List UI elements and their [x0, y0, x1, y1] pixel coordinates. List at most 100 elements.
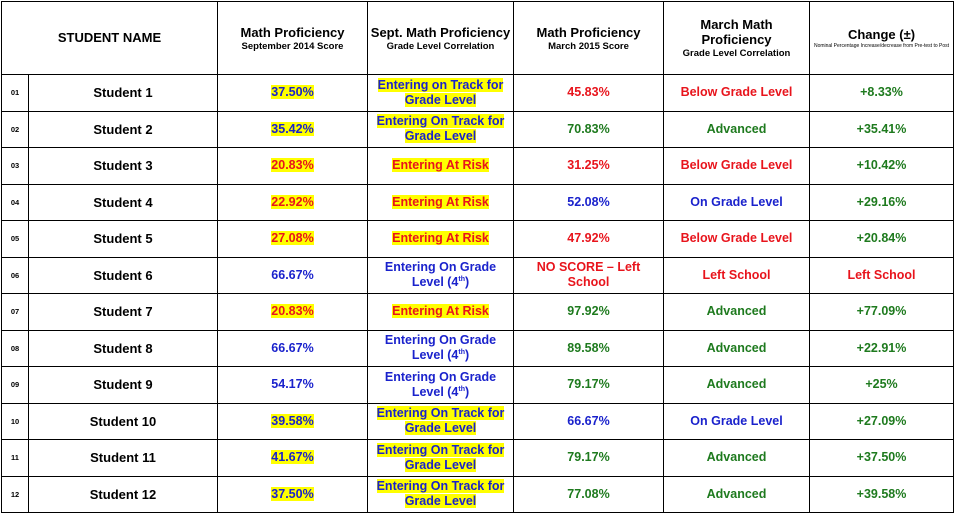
march-correlation: Below Grade Level — [680, 231, 793, 246]
sept-score: 22.92% — [271, 194, 314, 209]
table-row: 04 Student 4 22.92% Entering At Risk 52.08% O… — [1, 183, 954, 221]
row-number: 04 — [1, 183, 29, 221]
row-number: 11 — [1, 439, 29, 477]
change-value: +27.09% — [856, 413, 907, 428]
header-change-sub: Nominal Percentage Increase/decrease fro… — [813, 43, 950, 49]
sept-score-cell: 66.67% — [217, 329, 368, 367]
row-number: 12 — [1, 475, 29, 513]
sept-correlation-tail: ) — [465, 275, 470, 290]
header-sept-correlation-sub: Grade Level Correlation — [386, 40, 495, 52]
march-correlation-cell: Below Grade Level — [663, 147, 810, 185]
sept-correlation-cell: Entering On Track for Grade Level — [367, 110, 514, 148]
march-correlation: Advanced — [706, 450, 767, 465]
sept-correlation: Entering At Risk — [392, 158, 489, 173]
change-value: +8.33% — [860, 85, 903, 100]
sept-correlation: Entering On Track for Grade Level — [376, 406, 505, 436]
sept-correlation-cell: Entering On Track for Grade Level — [367, 402, 514, 440]
row-number: 10 — [1, 402, 29, 440]
sept-correlation: Entering At Risk — [392, 231, 489, 246]
header-sept-score: Math Proficiency September 2014 Score — [217, 1, 368, 75]
sept-score: 35.42% — [271, 121, 314, 136]
table-row: 01 Student 1 37.50% Entering on Track for G… — [1, 74, 954, 112]
change-value: +20.84% — [856, 231, 907, 246]
sept-correlation-tail: ) — [465, 348, 470, 363]
sept-correlation-text: Entering On Track for Grade Level — [376, 479, 505, 509]
change-value: +22.91% — [856, 340, 907, 355]
sept-score-cell: 54.17% — [217, 366, 368, 404]
march-score: 70.83% — [567, 121, 610, 136]
ordinal-suffix: th — [458, 385, 465, 393]
march-score: 66.67% — [567, 413, 610, 428]
header-sept-correlation: Sept. Math Proficiency Grade Level Corre… — [367, 1, 514, 75]
march-correlation-cell: On Grade Level — [663, 402, 810, 440]
change-value: +77.09% — [856, 304, 907, 319]
sept-correlation-cell: Entering At Risk — [367, 220, 514, 258]
march-correlation-cell: On Grade Level — [663, 183, 810, 221]
march-correlation: Advanced — [706, 377, 767, 392]
table-row: 09 Student 9 54.17% Entering On Grade Level… — [1, 366, 954, 404]
row-number: 01 — [1, 74, 29, 112]
header-march-score-title: Math Proficiency — [536, 24, 641, 40]
row-number: 06 — [1, 256, 29, 294]
row-number: 05 — [1, 220, 29, 258]
student-name: Student 4 — [28, 183, 218, 221]
sept-correlation-text: Entering At Risk — [392, 304, 489, 319]
change-value: +35.41% — [856, 121, 907, 136]
student-name: Student 10 — [28, 402, 218, 440]
change-cell: +25% — [809, 366, 954, 404]
change-cell: +8.33% — [809, 74, 954, 112]
march-correlation-cell: Left School — [663, 256, 810, 294]
sept-correlation: Entering On Track for Grade Level — [376, 479, 505, 509]
sept-correlation-cell: Entering At Risk — [367, 293, 514, 331]
march-score: NO SCORE – Left School — [536, 260, 641, 290]
march-correlation: Below Grade Level — [680, 85, 793, 100]
sept-score: 39.58% — [271, 413, 314, 428]
sept-correlation-cell: Entering At Risk — [367, 147, 514, 185]
sept-correlation-cell: Entering On Grade Level (4th) — [367, 329, 514, 367]
sept-score-cell: 20.83% — [217, 293, 368, 331]
march-score-cell: 66.67% — [513, 402, 664, 440]
march-correlation-cell: Advanced — [663, 293, 810, 331]
student-name: Student 9 — [28, 366, 218, 404]
sept-score-cell: 27.08% — [217, 220, 368, 258]
sept-correlation-text: Entering On Track for Grade Level — [376, 114, 505, 144]
sept-correlation-text: Entering At Risk — [392, 194, 489, 209]
header-sept-score-title: Math Proficiency — [240, 24, 345, 40]
table-row: 08 Student 8 66.67% Entering On Grade Level… — [1, 329, 954, 367]
sept-correlation-text: Entering On Track for Grade Level — [376, 406, 505, 436]
march-score: 79.17% — [567, 450, 610, 465]
march-score-cell: 97.92% — [513, 293, 664, 331]
march-score: 97.92% — [567, 304, 610, 319]
sept-score: 20.83% — [271, 304, 314, 319]
sept-correlation-text: Entering On Grade Level (4 — [384, 369, 497, 399]
march-correlation: Left School — [702, 267, 771, 282]
change-cell: +27.09% — [809, 402, 954, 440]
march-correlation: On Grade Level — [690, 413, 783, 428]
sept-correlation-cell: Entering On Grade Level (4th) — [367, 366, 514, 404]
march-correlation: On Grade Level — [690, 194, 783, 209]
student-name: Student 8 — [28, 329, 218, 367]
change-cell: +22.91% — [809, 329, 954, 367]
sept-score: 66.67% — [271, 267, 314, 282]
sept-correlation: Entering On Grade Level (4th) — [385, 370, 496, 399]
change-cell: +37.50% — [809, 439, 954, 477]
table-body: 01 Student 1 37.50% Entering on Track for G… — [1, 74, 954, 513]
row-number: 08 — [1, 329, 29, 367]
march-score: 47.92% — [567, 231, 610, 246]
march-correlation: Advanced — [706, 340, 767, 355]
table-row: 11 Student 11 41.67% Entering On Track for … — [1, 439, 954, 477]
change-cell: Left School — [809, 256, 954, 294]
march-score-cell: 70.83% — [513, 110, 664, 148]
sept-correlation-cell: Entering On Grade Level (4th) — [367, 256, 514, 294]
table-row: 05 Student 5 27.08% Entering At Risk 47.92% B… — [1, 220, 954, 258]
header-march-correlation: March Math Proficiency Grade Level Corre… — [663, 1, 810, 75]
table-row: 07 Student 7 20.83% Entering At Risk 97.92% A… — [1, 293, 954, 331]
sept-correlation: Entering At Risk — [392, 304, 489, 319]
table-row: 02 Student 2 35.42% Entering On Track for G… — [1, 110, 954, 148]
march-correlation-cell: Advanced — [663, 110, 810, 148]
ordinal-suffix: th — [458, 276, 465, 284]
change-cell: +10.42% — [809, 147, 954, 185]
change-cell: +39.58% — [809, 475, 954, 513]
student-name: Student 1 — [28, 74, 218, 112]
march-score-cell: 45.83% — [513, 74, 664, 112]
